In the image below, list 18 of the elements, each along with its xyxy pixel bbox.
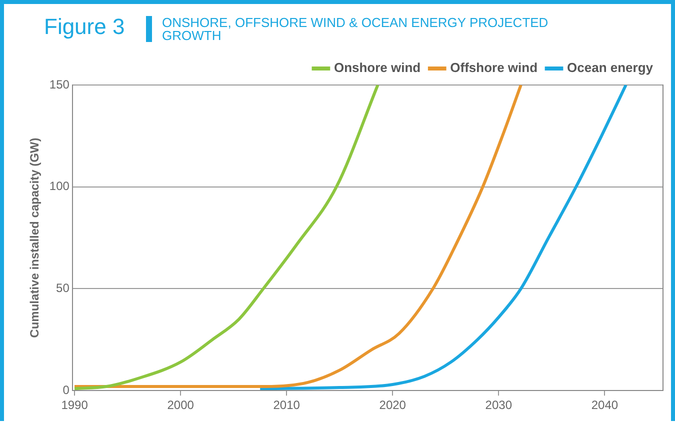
x-tick-label: 2040: [591, 398, 618, 412]
y-tick-label: 0: [62, 382, 70, 397]
chart-title: Figure 3: [44, 14, 125, 40]
y-tick-label: 100: [49, 179, 70, 194]
x-tick-label: 1990: [61, 398, 88, 412]
y-axis-title: Cumulative installed capacity (GW): [28, 138, 42, 338]
y-tick-label: 150: [49, 77, 70, 92]
legend-label: Onshore wind: [334, 60, 421, 76]
x-tick-label: 2000: [167, 398, 194, 412]
x-tick-label: 2010: [273, 398, 300, 412]
line-series: [258, 85, 628, 390]
x-tick-label: 2020: [379, 398, 406, 412]
chart-subtitle: ONSHORE, OFFSHORE WIND & OCEAN ENERGY PROJECTED GROWTH: [146, 15, 582, 43]
legend-label: Offshore wind: [450, 60, 538, 76]
line-series: [73, 85, 522, 388]
x-tick-label: 2030: [485, 398, 512, 412]
legend-label: Ocean energy: [567, 60, 654, 76]
y-tick-label: 50: [56, 281, 70, 296]
